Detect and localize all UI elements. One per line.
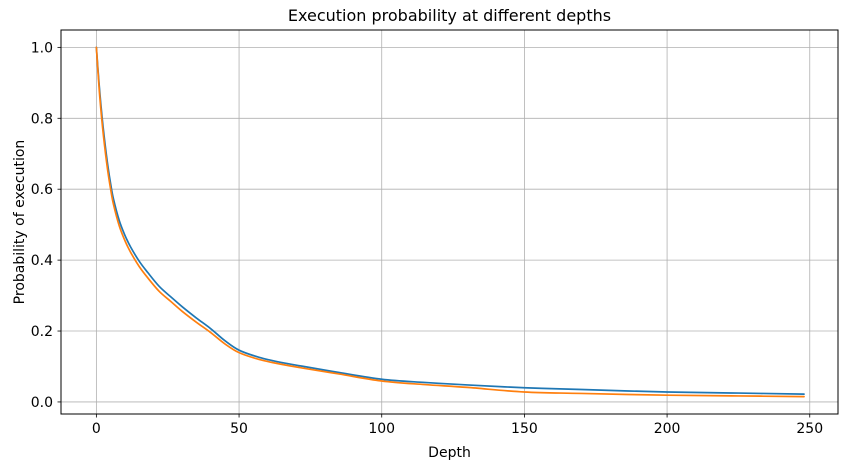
y-tick-label: 0.6 xyxy=(31,182,53,198)
series-blue-line xyxy=(95,46,805,395)
gridlines xyxy=(61,30,838,414)
chart-title: Execution probability at different depth… xyxy=(288,6,611,25)
y-tick-label: 0.8 xyxy=(31,111,53,127)
series-orange-line xyxy=(95,46,805,398)
plot-border xyxy=(60,29,839,415)
x-tick-label: 200 xyxy=(654,421,681,437)
y-tick-label: 1.0 xyxy=(31,40,53,56)
x-tick-label: 100 xyxy=(368,421,395,437)
y-tick-label: 0.0 xyxy=(31,395,53,411)
y-axis-label: Probability of execution xyxy=(12,140,28,305)
x-axis-label: Depth xyxy=(428,445,471,461)
axis-ticks: 0 50 100 150 200 250 0.0 0.2 0.4 0.6 0.8 1.0 xyxy=(31,40,823,437)
y-tick-label: 0.4 xyxy=(31,253,53,269)
x-tick-label: 250 xyxy=(796,421,823,437)
x-tick-label: 150 xyxy=(511,421,538,437)
x-tick-label: 50 xyxy=(230,421,248,437)
x-tick-label: 0 xyxy=(92,421,101,437)
y-tick-label: 0.2 xyxy=(31,324,53,340)
series-lines xyxy=(95,46,805,398)
